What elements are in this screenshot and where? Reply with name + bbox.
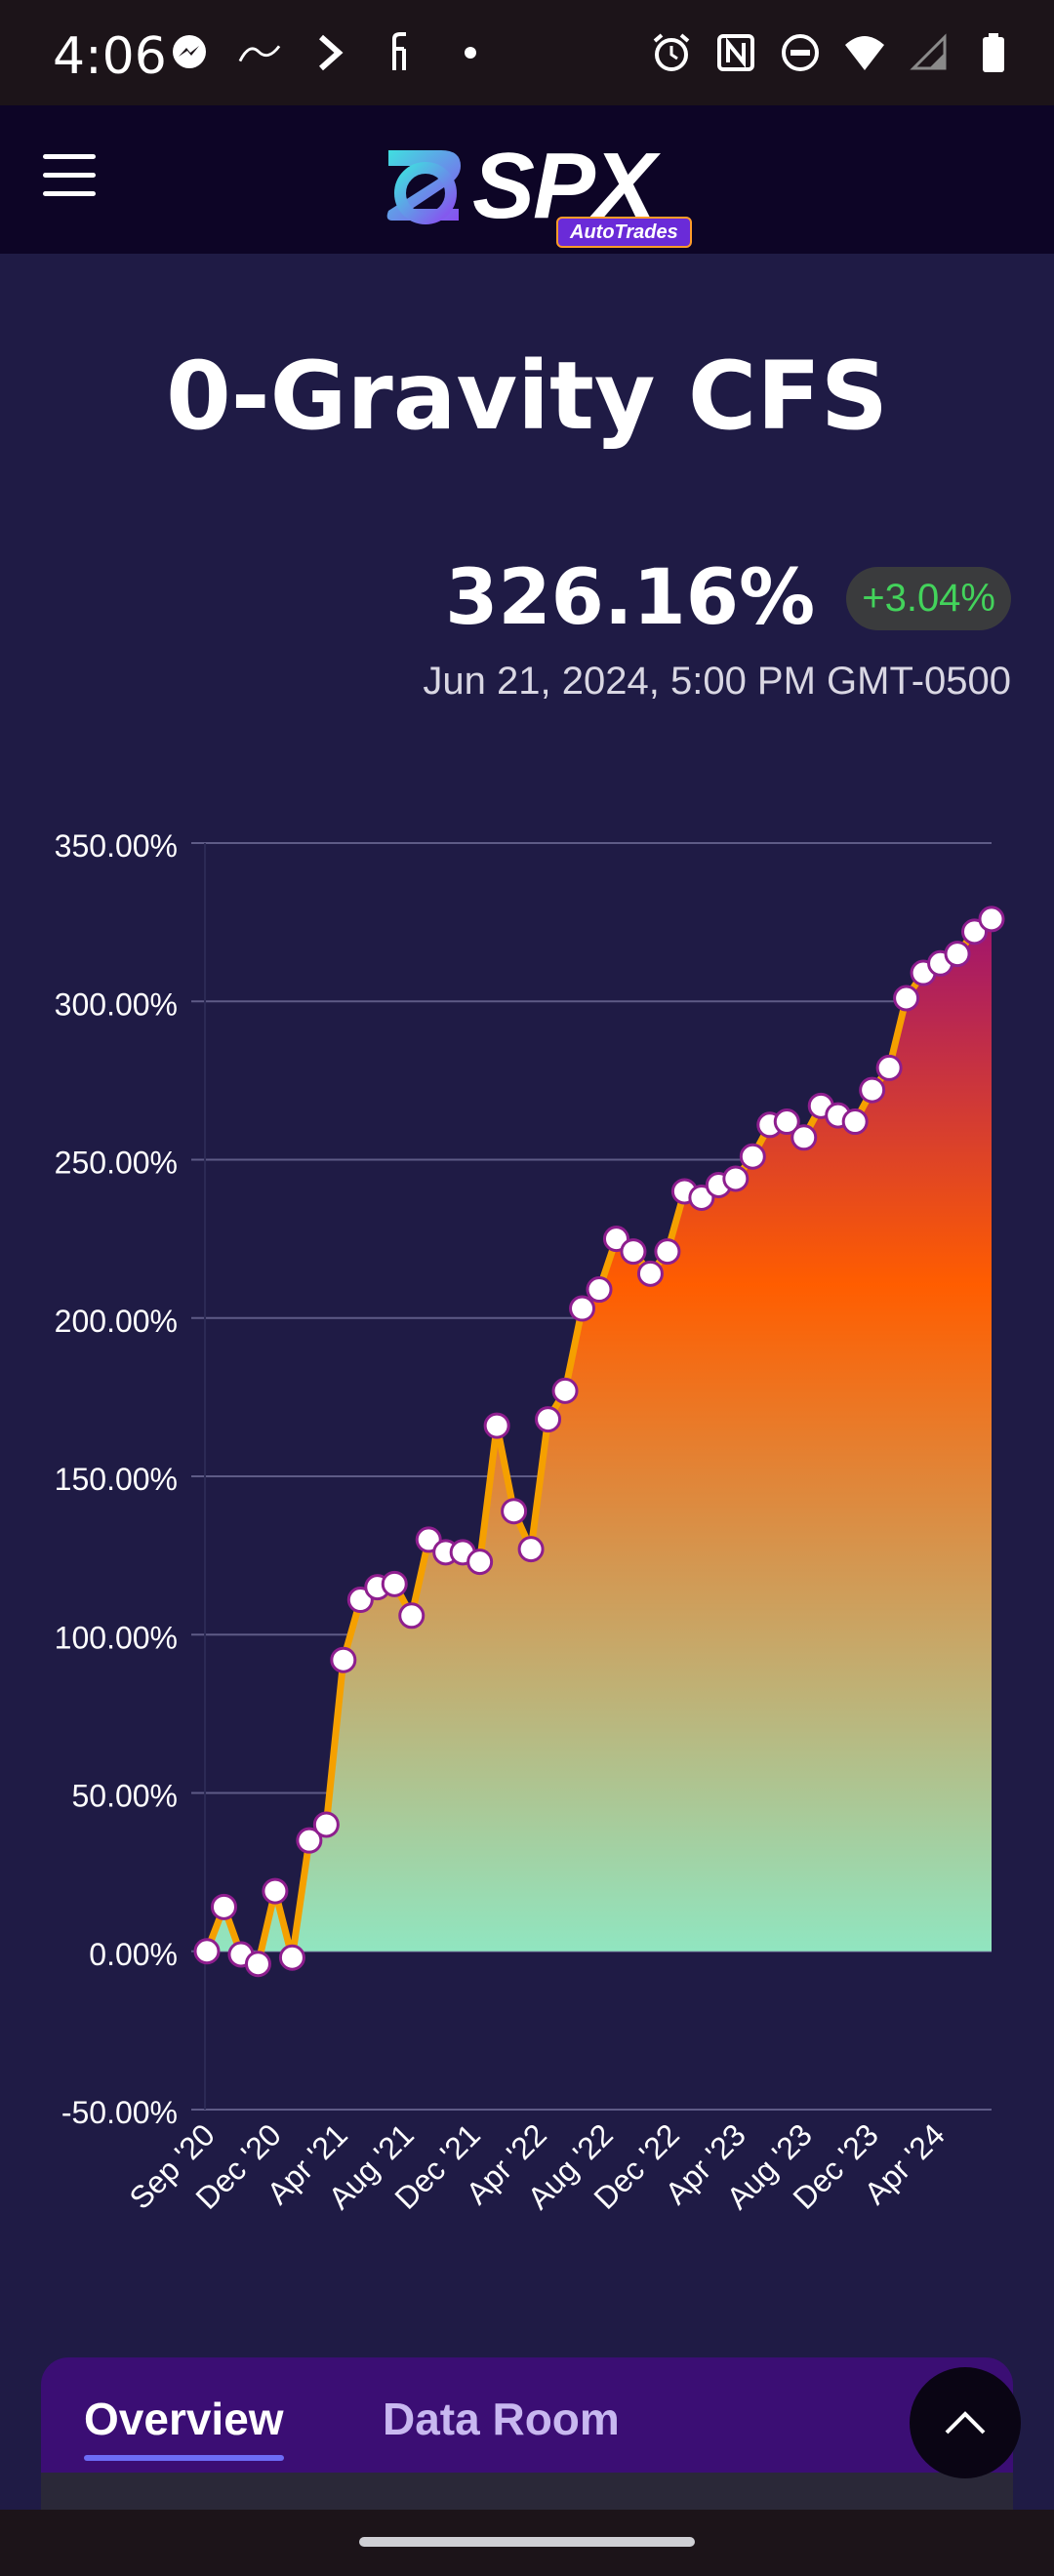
y-tick-label: 100.00%: [55, 1620, 178, 1655]
wifi-icon: [843, 31, 886, 74]
y-tick-label: 150.00%: [55, 1462, 178, 1497]
data-point[interactable]: [636, 1260, 664, 1287]
status-time: 4:06: [53, 27, 167, 86]
y-tick-label: 300.00%: [55, 986, 178, 1022]
data-point[interactable]: [978, 906, 1005, 933]
y-tick-label: 200.00%: [55, 1304, 178, 1339]
data-point[interactable]: [312, 1811, 340, 1838]
data-point[interactable]: [244, 1951, 271, 1978]
data-point[interactable]: [944, 941, 971, 968]
area-fill: [207, 918, 992, 1964]
value-row: 326.16% +3.04%: [445, 554, 1011, 642]
data-point[interactable]: [722, 1165, 750, 1192]
data-point[interactable]: [773, 1108, 800, 1136]
data-point[interactable]: [790, 1124, 818, 1151]
data-point[interactable]: [893, 985, 920, 1012]
logo: SPX AutoTrades: [379, 125, 692, 248]
y-tick-label: 50.00%: [71, 1779, 178, 1814]
data-point[interactable]: [278, 1944, 305, 1971]
data-point[interactable]: [841, 1108, 869, 1136]
navigation-bar: [0, 2510, 1054, 2576]
tabs-card: Overview Data Room: [41, 2357, 1013, 2523]
data-point[interactable]: [501, 1498, 528, 1525]
data-point[interactable]: [296, 1827, 323, 1854]
timestamp: Jun 21, 2024, 5:00 PM GMT-0500: [423, 660, 1011, 703]
tab-overview[interactable]: Overview: [84, 2394, 284, 2461]
data-point[interactable]: [569, 1295, 596, 1322]
data-point[interactable]: [859, 1076, 886, 1104]
data-point[interactable]: [654, 1238, 681, 1266]
data-point[interactable]: [620, 1238, 647, 1266]
y-tick-label: 250.00%: [55, 1146, 178, 1181]
data-point[interactable]: [193, 1938, 221, 1965]
data-point[interactable]: [517, 1536, 545, 1563]
data-point[interactable]: [739, 1143, 766, 1170]
change-badge: +3.04%: [846, 566, 1011, 630]
y-tick-label: 0.00%: [89, 1937, 178, 1972]
current-value: 326.16%: [445, 554, 816, 642]
app-bar: SPX AutoTrades: [0, 105, 1054, 254]
messenger-icon: [168, 31, 211, 74]
data-point[interactable]: [381, 1570, 408, 1597]
nfc-icon: [714, 31, 757, 74]
data-point[interactable]: [875, 1054, 903, 1081]
page-title: 0-Gravity CFS: [165, 342, 889, 451]
data-point[interactable]: [551, 1377, 579, 1404]
data-point[interactable]: [330, 1646, 357, 1673]
logo-subtitle: AutoTrades: [556, 217, 692, 248]
y-tick-label: 350.00%: [55, 828, 178, 864]
dot-icon: [449, 31, 492, 74]
status-bar: 4:06: [0, 0, 1054, 105]
y-tick-label: -50.00%: [61, 2095, 178, 2130]
chevron-icon: [308, 31, 351, 74]
data-point[interactable]: [210, 1893, 237, 1920]
logo-mark-icon: [386, 150, 461, 224]
battery-icon: [972, 31, 1015, 74]
chevron-up-icon: [945, 2411, 986, 2435]
scroll-to-top-button[interactable]: [910, 2367, 1021, 2478]
data-point[interactable]: [483, 1412, 510, 1439]
data-point[interactable]: [586, 1276, 613, 1304]
do-not-disturb-icon: [779, 31, 822, 74]
fi-icon: [379, 31, 422, 74]
data-point[interactable]: [262, 1877, 289, 1905]
alarm-icon: [650, 31, 693, 74]
hamburger-icon[interactable]: [43, 154, 96, 199]
home-handle[interactable]: [359, 2537, 695, 2547]
performance-chart: 350.00% 300.00% 250.00% 200.00% 150.00% 100.0…: [55, 828, 1005, 2216]
data-point[interactable]: [398, 1602, 426, 1630]
squiggle-icon: [238, 31, 281, 74]
data-point[interactable]: [535, 1406, 562, 1433]
signal-icon: [908, 31, 951, 74]
data-point[interactable]: [466, 1549, 494, 1576]
tab-data-room[interactable]: Data Room: [383, 2394, 620, 2444]
